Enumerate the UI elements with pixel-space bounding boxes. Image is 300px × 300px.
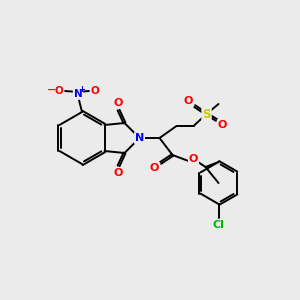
Text: O: O xyxy=(218,120,227,130)
Text: N: N xyxy=(74,89,82,99)
Text: S: S xyxy=(202,107,211,121)
Text: O: O xyxy=(114,98,123,108)
Text: O: O xyxy=(91,86,99,96)
Text: +: + xyxy=(79,85,86,94)
Text: N: N xyxy=(135,133,144,143)
Text: O: O xyxy=(184,96,193,106)
Text: Cl: Cl xyxy=(213,220,224,230)
Text: O: O xyxy=(189,154,198,164)
Text: O: O xyxy=(114,168,123,178)
Text: O: O xyxy=(150,163,159,173)
Text: O: O xyxy=(55,86,63,96)
Text: −: − xyxy=(47,85,57,95)
